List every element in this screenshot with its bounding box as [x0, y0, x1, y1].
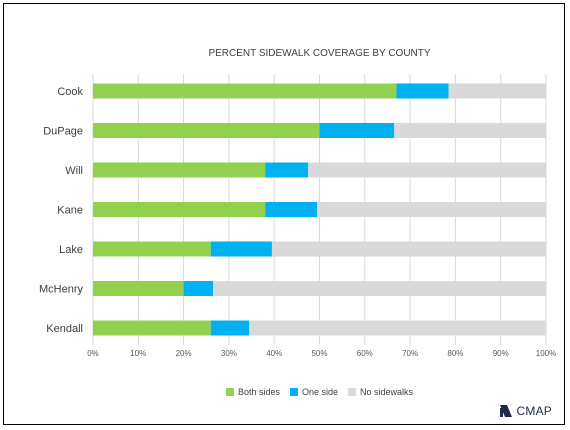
chart-title: PERCENT SIDEWALK COVERAGE BY COUNTY	[208, 48, 430, 59]
bar-segment	[265, 202, 318, 217]
category-label: DuPage	[43, 126, 83, 138]
bar-segment	[93, 162, 266, 178]
bar-segment	[271, 241, 546, 257]
bar-segment	[213, 281, 547, 296]
x-tick-label: 70%	[402, 349, 418, 358]
cmap-logo-text: CMAP	[516, 404, 552, 418]
cmap-logo: CMAP	[499, 404, 552, 418]
legend-label: No sidewalks	[360, 387, 414, 397]
x-tick-label: 20%	[176, 349, 192, 358]
cmap-logo-icon	[499, 405, 512, 417]
bar-segment	[210, 241, 272, 257]
category-label: Kendall	[46, 323, 83, 335]
category-label: Lake	[59, 244, 83, 256]
legend-label: One side	[302, 387, 338, 397]
bar-segment	[93, 281, 184, 296]
x-tick-label: 40%	[266, 349, 282, 358]
bar-segment	[308, 162, 546, 178]
category-label: McHenry	[39, 284, 84, 296]
bar-segment	[265, 162, 309, 178]
bar-segment	[93, 83, 397, 99]
legend-label: Both sides	[238, 387, 281, 397]
x-tick-label: 30%	[221, 349, 237, 358]
x-tick-label: 50%	[311, 349, 327, 358]
x-tick-label: 100%	[536, 349, 556, 358]
legend-swatch	[289, 388, 298, 396]
category-label: Kane	[57, 205, 83, 217]
bar-segment	[317, 202, 546, 217]
x-tick-label: 80%	[447, 349, 463, 358]
bar-segment	[210, 320, 250, 336]
x-tick-label: 60%	[357, 349, 373, 358]
stacked-bar-chart: PERCENT SIDEWALK COVERAGE BY COUNTY 0% 10%…	[39, 48, 556, 397]
category-label: Cook	[57, 86, 83, 98]
bar-segment	[183, 281, 214, 296]
bar-segment	[319, 123, 395, 138]
bar-segment	[93, 202, 266, 217]
legend-swatch	[348, 388, 357, 396]
bar-segment	[93, 320, 211, 336]
chart-frame: PERCENT SIDEWALK COVERAGE BY COUNTY 0% 10%…	[3, 3, 565, 425]
bar-segment	[396, 83, 449, 99]
x-tick-label: 90%	[493, 349, 509, 358]
bar-segment	[93, 123, 320, 138]
bar-segment	[249, 320, 546, 336]
bar-segment	[394, 123, 546, 138]
x-tick-label: 10%	[130, 349, 146, 358]
bar-segment	[93, 241, 211, 257]
category-label: Will	[65, 165, 83, 177]
legend-swatch	[225, 388, 234, 396]
bar-segment	[448, 83, 546, 99]
x-tick-label: 0%	[87, 349, 99, 358]
